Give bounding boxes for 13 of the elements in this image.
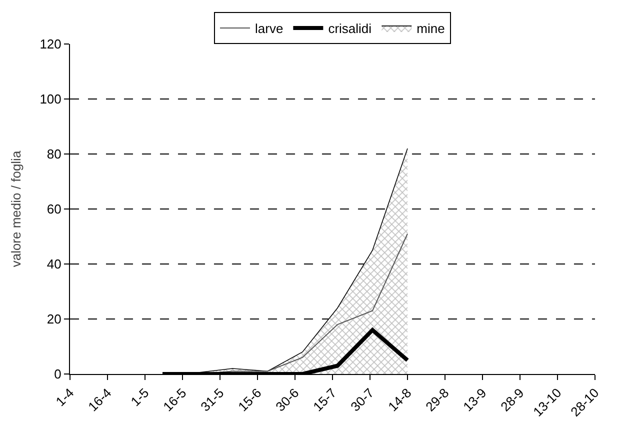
legend-label: crisalidi (328, 21, 372, 36)
y-tick-label: 20 (46, 312, 62, 327)
y-tick-label: 80 (46, 146, 62, 162)
x-tick-label: 1-4 (52, 385, 77, 410)
y-tick-label: 120 (40, 36, 62, 52)
y-tick-label: 0 (54, 366, 62, 382)
y-tick-label: 60 (46, 202, 62, 217)
x-tick-label: 1-5 (128, 385, 152, 410)
y-tick-label: 40 (46, 256, 62, 272)
y-tick-label: 100 (40, 92, 62, 107)
legend-label: larve (255, 21, 284, 36)
legend-label: mine (416, 21, 445, 36)
y-axis-title: valore medio / foglia (8, 150, 24, 268)
